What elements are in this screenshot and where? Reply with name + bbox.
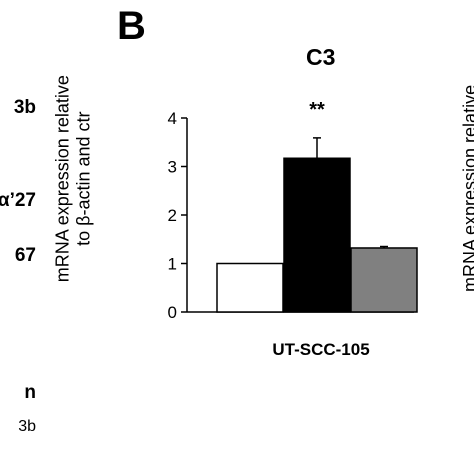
bar-2 xyxy=(350,247,418,313)
y-tick-label-2: 2 xyxy=(168,206,177,225)
chart-title: C3 xyxy=(306,44,336,70)
left-panel-label-5: 3b xyxy=(18,418,36,435)
y-tick-label-3: 3 xyxy=(168,158,177,177)
y-tick-label-0: 0 xyxy=(168,303,177,322)
left-panel-label-2: α’27 xyxy=(0,190,36,211)
significance-annotation: ** xyxy=(309,99,325,121)
left-panel-label-1: 3b xyxy=(13,97,36,118)
left-panel-label-4: n xyxy=(24,382,36,403)
panel-letter: B xyxy=(117,4,146,48)
y-tick-label-4: 4 xyxy=(168,109,177,128)
x-category-label: UT-SCC-105 xyxy=(272,340,370,359)
y-tick-label-1: 1 xyxy=(168,255,177,274)
left-panel-label-3: 67 xyxy=(14,245,36,266)
bar-0 xyxy=(216,262,284,313)
bar-1 xyxy=(283,157,351,313)
